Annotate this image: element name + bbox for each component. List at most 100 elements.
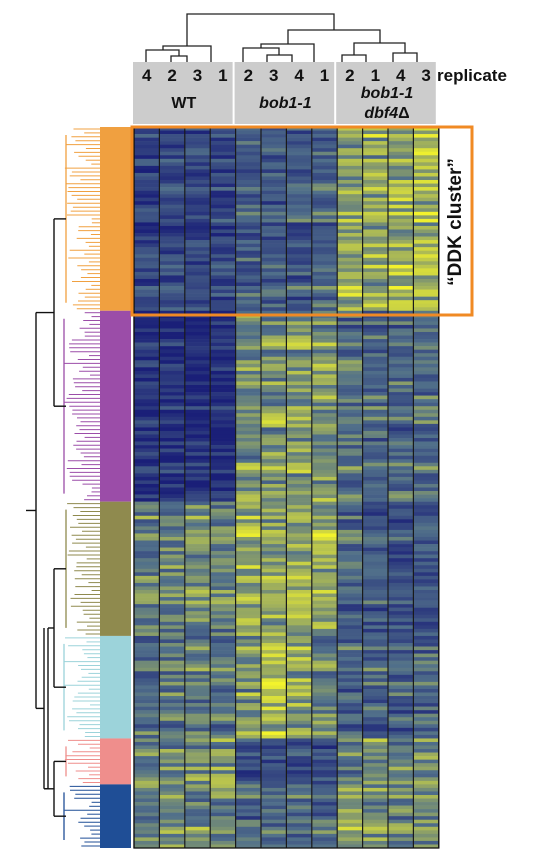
heatmap-cell [159, 526, 186, 531]
heatmap-cell [159, 699, 186, 704]
heatmap-cell [388, 155, 414, 160]
heatmap-cell [210, 798, 236, 803]
heatmap-cell [337, 399, 363, 403]
heatmap-cell [159, 162, 186, 167]
heatmap-cell [413, 703, 440, 707]
replicate-label: 3 [269, 66, 278, 85]
heatmap-cell [134, 692, 160, 697]
heatmap-cell [134, 282, 160, 287]
heatmap-cell [413, 339, 440, 343]
heatmap-cell [235, 812, 262, 817]
heatmap-cell [184, 377, 211, 382]
heatmap-cell [261, 685, 287, 690]
heatmap-cell [413, 756, 440, 760]
heatmap-cell [210, 533, 236, 538]
heatmap-cell [159, 759, 186, 764]
heatmap-cell [362, 501, 389, 506]
heatmap-cell [286, 650, 313, 654]
heatmap-cell [261, 218, 287, 223]
heatmap-cell [311, 197, 338, 202]
heatmap-cell [159, 565, 186, 570]
heatmap-cell [235, 240, 262, 244]
heatmap-cell [261, 448, 287, 453]
heatmap-cell [286, 787, 313, 792]
heatmap-cell [311, 134, 338, 138]
heatmap-cell [235, 388, 262, 393]
heatmap-cell [388, 727, 414, 732]
heatmap-cell [413, 607, 440, 612]
heatmap-cell [159, 604, 186, 608]
heatmap-cell [413, 763, 440, 768]
heatmap-cell [337, 607, 363, 612]
heatmap-cell [159, 134, 186, 138]
heatmap-cell [159, 409, 186, 414]
heatmap-cell [286, 618, 313, 623]
heatmap-cell [362, 303, 389, 308]
heatmap-cell [261, 356, 287, 361]
heatmap-cell [159, 377, 186, 382]
heatmap-cell [261, 816, 287, 821]
heatmap-cell [184, 339, 211, 343]
heatmap-cell [134, 402, 160, 407]
heatmap-cell [362, 204, 389, 209]
heatmap-cell [311, 441, 338, 446]
heatmap-cell [261, 420, 287, 425]
heatmap-cell [235, 381, 262, 386]
heatmap-cell [134, 554, 160, 559]
dendro-branch [392, 52, 418, 62]
heatmap-cell [159, 360, 186, 365]
heatmap-cell [337, 738, 363, 743]
heatmap-cell [286, 349, 313, 354]
heatmap-cell [362, 211, 389, 216]
heatmap-cell [286, 614, 313, 619]
heatmap-cell [235, 466, 262, 471]
heatmap-cell [413, 770, 440, 775]
heatmap-cell [311, 452, 338, 456]
heatmap-cell [337, 646, 363, 651]
heatmap-cell [210, 172, 236, 177]
heatmap-cell [235, 141, 262, 145]
heatmap-cell [184, 766, 211, 771]
heatmap-cell [184, 268, 211, 273]
heatmap-cell [337, 551, 363, 555]
heatmap-cell [388, 353, 414, 358]
heatmap-cell [159, 671, 186, 676]
heatmap-cell [210, 752, 236, 757]
heatmap-cell [286, 434, 313, 439]
heatmap-cell [210, 692, 236, 697]
heatmap-cell [184, 536, 211, 541]
heatmap-cell [134, 763, 160, 768]
heatmap-cell [184, 713, 211, 718]
heatmap-cell [413, 360, 440, 365]
heatmap-cell [362, 377, 389, 382]
heatmap-cell [337, 328, 363, 333]
heatmap-cell [184, 158, 211, 163]
heatmap-cell [159, 777, 186, 782]
heatmap-cell [261, 434, 287, 439]
heatmap-cell [286, 657, 313, 661]
heatmap-cell [134, 805, 160, 810]
heatmap-cell [286, 172, 313, 177]
heatmap-cell [311, 643, 338, 647]
heatmap-cell [362, 324, 389, 329]
heatmap-cell [184, 780, 211, 785]
heatmap-cell [261, 830, 287, 835]
heatmap-cell [261, 823, 287, 828]
heatmap-cell [184, 208, 211, 213]
heatmap-cell [210, 144, 236, 149]
heatmap-cell [388, 300, 414, 305]
heatmap-cell [311, 667, 338, 672]
heatmap-cell [388, 459, 414, 464]
heatmap-cell [362, 710, 389, 714]
heatmap-cell [413, 533, 440, 538]
heatmap-cell [134, 529, 160, 534]
heatmap-cell [337, 392, 363, 396]
heatmap-cell [235, 558, 262, 563]
heatmap-cell [337, 526, 363, 531]
heatmap-cell [184, 452, 211, 456]
heatmap-cell [184, 483, 211, 488]
heatmap-cell [337, 579, 363, 584]
heatmap-cell [210, 593, 236, 598]
heatmap-cell [184, 819, 211, 824]
heatmap-cell [159, 187, 186, 191]
